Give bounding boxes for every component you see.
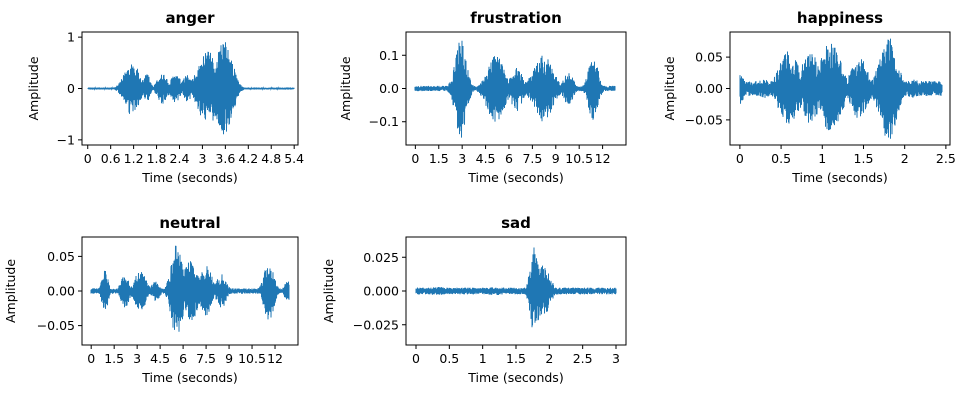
x-tick-label: 2 [545, 351, 553, 366]
x-tick-label: 2.5 [573, 351, 593, 366]
y-tick-label: 0.1 [379, 48, 399, 63]
x-tick-label: 2 [901, 151, 909, 166]
y-tick-label: −0.025 [353, 317, 399, 332]
x-tick-label: 1.5 [104, 351, 124, 366]
x-axis-label: Time (seconds) [141, 370, 237, 385]
x-tick-label: 5.4 [284, 151, 304, 166]
x-tick-label: 7.5 [522, 151, 542, 166]
x-tick-label: 2.5 [936, 151, 956, 166]
subplot-neutral: 0 1.5 3 4.5 6 7.5 9 10.5 12 −0.05 0.00 0.05 neutral T… [3, 214, 299, 385]
waveform-line-sad [415, 247, 617, 328]
subplot-frustration: 0 1.5 3 4.5 6 7.5 9 10.5 12 −0.1 0.0 0.1 frustration… [338, 9, 627, 185]
x-tick-label: 1.5 [506, 351, 526, 366]
x-tick-label: 12 [595, 151, 611, 166]
x-tick-label: 9 [552, 151, 560, 166]
waveform-line-neutral [90, 245, 290, 332]
x-tick-label: 0 [87, 351, 95, 366]
x-tick-label: 1.8 [147, 151, 167, 166]
x-tick-label: 1.5 [854, 151, 874, 166]
x-tick-label: 6 [179, 351, 187, 366]
y-tick-label: 0.000 [363, 284, 399, 299]
x-axis-label: Time (seconds) [791, 170, 887, 185]
subplot-anger: 0 0.6 1.2 1.8 2.4 3 3.6 4.2 4.8 5.4 −1 0 1 anger Time … [26, 9, 304, 185]
y-tick-label: 0 [67, 81, 75, 96]
y-axis-label: Amplitude [662, 56, 677, 120]
x-tick-label: 3 [612, 351, 620, 366]
subplot-sad: 0 0.5 1 1.5 2 2.5 3 −0.025 0.000 0.025 sad Time (se… [321, 214, 627, 385]
x-tick-label: 12 [267, 351, 283, 366]
chart-title: anger [165, 9, 215, 27]
x-tick-label: 10.5 [238, 351, 266, 366]
x-tick-label: 0 [736, 151, 744, 166]
x-tick-label: 1.5 [429, 151, 449, 166]
y-axis-label: Amplitude [338, 56, 353, 120]
x-tick-label: 10.5 [565, 151, 593, 166]
x-tick-label: 6 [505, 151, 513, 166]
y-tick-label: 0.0 [379, 81, 399, 96]
x-axis-label: Time (seconds) [467, 370, 563, 385]
x-tick-label: 4.8 [261, 151, 281, 166]
x-tick-label: 0 [84, 151, 92, 166]
chart-title: frustration [470, 9, 562, 27]
x-tick-label: 0 [411, 151, 419, 166]
y-tick-label: −0.1 [369, 114, 399, 129]
x-tick-label: 1.2 [124, 151, 144, 166]
waveform-line-anger [87, 42, 295, 135]
x-tick-label: 9 [225, 351, 233, 366]
x-tick-label: 1 [479, 351, 487, 366]
x-tick-label: 0 [412, 351, 420, 366]
x-tick-label: 4.5 [476, 151, 496, 166]
y-tick-label: 0.05 [47, 249, 75, 264]
x-tick-label: 3 [133, 351, 141, 366]
x-tick-label: 0.5 [771, 151, 791, 166]
x-tick-label: 3 [458, 151, 466, 166]
y-axis-label: Amplitude [321, 259, 336, 323]
x-tick-label: 0.5 [439, 351, 459, 366]
x-tick-label: 7.5 [196, 351, 216, 366]
y-tick-label: 0.00 [695, 81, 723, 96]
x-tick-label: 2.4 [170, 151, 190, 166]
x-axis-label: Time (seconds) [141, 170, 237, 185]
y-axis-label: Amplitude [26, 56, 41, 120]
x-tick-label: 0.6 [101, 151, 121, 166]
x-tick-label: 4.2 [238, 151, 258, 166]
chart-title: neutral [159, 214, 220, 232]
waveform-line-frustration [414, 40, 616, 138]
x-tick-label: 3.6 [215, 151, 235, 166]
y-tick-label: 0.025 [363, 250, 399, 265]
chart-title: happiness [797, 9, 883, 27]
chart-title: sad [501, 214, 531, 232]
x-tick-label: 4.5 [150, 351, 170, 366]
x-tick-label: 3 [198, 151, 206, 166]
subplot-happiness: 0 0.5 1 1.5 2 2.5 −0.05 0.00 0.05 happiness Time (… [662, 9, 956, 185]
y-tick-label: −1 [57, 132, 75, 147]
y-axis-label: Amplitude [3, 259, 18, 323]
x-tick-label: 1 [818, 151, 826, 166]
x-axis-label: Time (seconds) [467, 170, 563, 185]
waveform-line-happiness [739, 38, 943, 139]
y-tick-label: 1 [67, 30, 75, 45]
y-tick-label: 0.00 [47, 284, 75, 299]
y-tick-label: 0.05 [695, 50, 723, 65]
y-tick-label: −0.05 [37, 318, 75, 333]
y-tick-label: −0.05 [685, 112, 723, 127]
